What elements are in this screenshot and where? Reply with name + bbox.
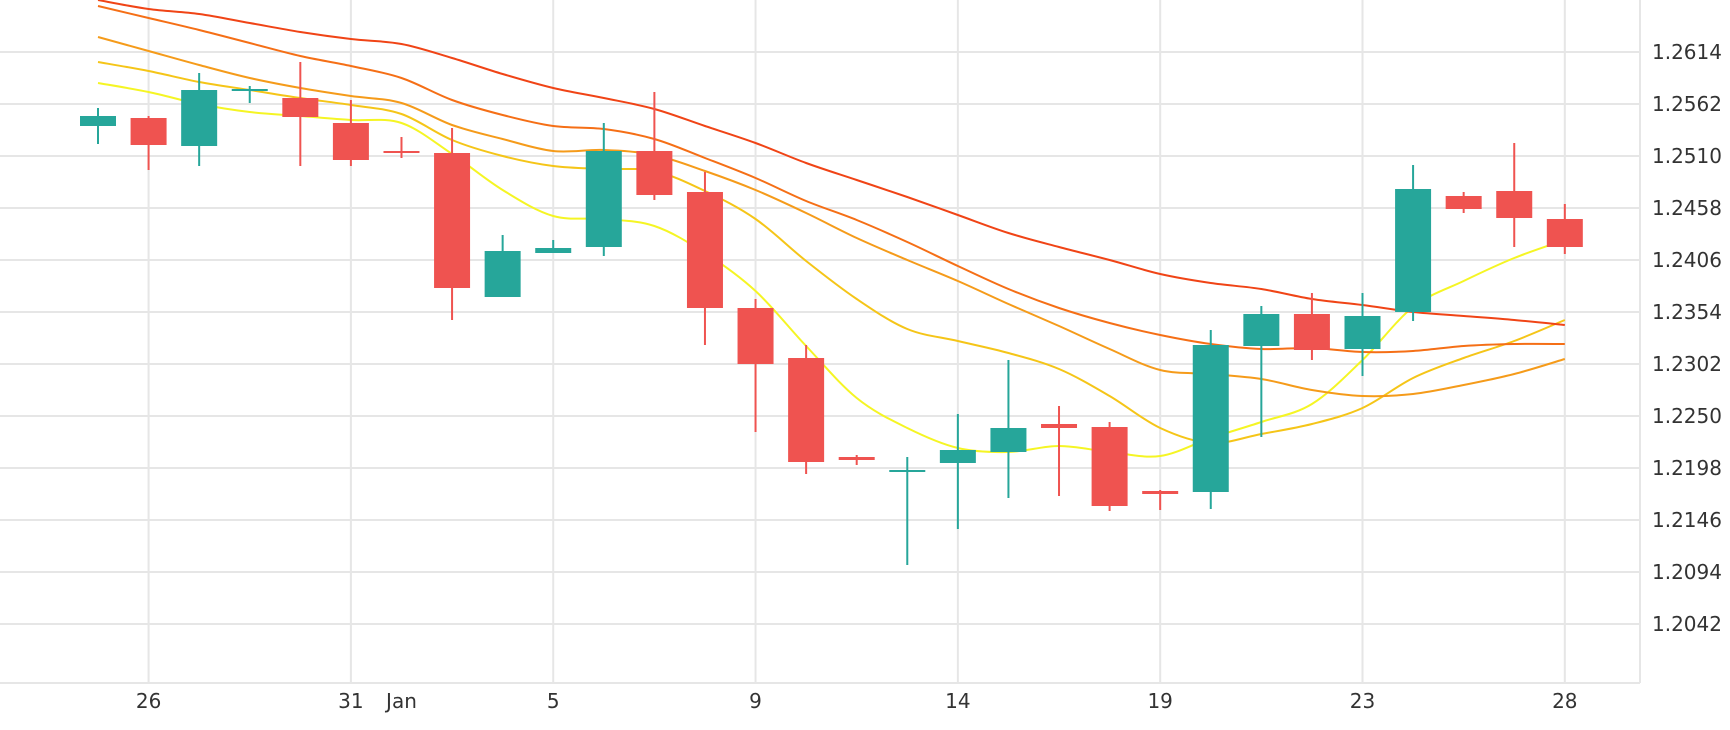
moving-average-line-4 — [97, 5, 1565, 354]
candle — [1192, 330, 1229, 509]
x-tick-label: 19 — [1147, 689, 1172, 713]
candle — [686, 172, 723, 345]
y-tick-label: 1.2042 — [1652, 612, 1722, 636]
x-tick-label: 23 — [1350, 689, 1375, 713]
y-tick-label: 1.2250 — [1652, 404, 1722, 428]
y-tick-label: 1.2354 — [1652, 300, 1722, 324]
x-tick-label: 14 — [945, 689, 970, 713]
moving-average-line-3 — [97, 36, 1566, 398]
candle-body — [737, 308, 774, 364]
y-tick-label: 1.2302 — [1652, 352, 1722, 376]
candle-body — [434, 153, 471, 288]
candle — [788, 345, 825, 474]
candle-body — [939, 450, 976, 463]
candle-body — [1243, 314, 1280, 346]
candle — [1041, 406, 1078, 496]
candle — [585, 123, 622, 256]
candle — [737, 299, 774, 432]
candle-body — [1041, 424, 1078, 428]
y-tick-label: 1.2458 — [1652, 196, 1722, 220]
candle-body — [484, 251, 521, 297]
candle-body — [80, 116, 116, 126]
candle — [838, 455, 875, 465]
candle-body — [332, 123, 369, 160]
candle-body — [788, 358, 825, 462]
candle — [332, 100, 369, 166]
x-tick-label: 31 — [338, 689, 363, 713]
candle-body — [838, 457, 875, 460]
candle — [1445, 192, 1482, 213]
candle — [1496, 143, 1533, 247]
x-tick-label: Jan — [384, 689, 417, 713]
candle — [889, 457, 926, 565]
candle — [1091, 422, 1128, 511]
candle — [535, 240, 572, 253]
candle-body — [1395, 189, 1432, 312]
candle-body — [383, 151, 420, 153]
candle — [1546, 204, 1583, 254]
candle-body — [1445, 196, 1482, 209]
candle — [434, 128, 471, 320]
candle — [181, 73, 218, 166]
candles-layer — [80, 62, 1583, 565]
candle-body — [636, 151, 673, 195]
y-tick-label: 1.2562 — [1652, 92, 1722, 116]
moving-average-line-2 — [97, 61, 1566, 445]
candle — [231, 86, 268, 103]
candle-body — [686, 192, 723, 308]
candle — [1344, 293, 1381, 376]
candle-body — [282, 98, 319, 117]
moving-average-layer — [97, 0, 1566, 458]
candle — [282, 62, 319, 166]
x-tick-label: 26 — [136, 689, 161, 713]
y-tick-label: 1.2510 — [1652, 144, 1722, 168]
candle-body — [889, 470, 926, 472]
moving-average-line-5 — [97, 0, 1565, 326]
candle-body — [990, 428, 1027, 452]
candle-body — [1344, 316, 1381, 349]
candle — [80, 108, 116, 144]
x-tick-label: 5 — [547, 689, 560, 713]
candle-body — [1496, 191, 1533, 218]
candle — [1142, 490, 1179, 510]
candle — [484, 235, 521, 297]
y-tick-label: 1.2198 — [1652, 456, 1722, 480]
candle — [990, 360, 1027, 498]
candle — [1395, 165, 1432, 321]
candle-body — [1293, 314, 1330, 350]
y-tick-label: 1.2406 — [1652, 248, 1722, 272]
candle — [636, 92, 673, 200]
candle — [1243, 306, 1280, 437]
candle — [939, 414, 976, 529]
candle — [1293, 293, 1330, 360]
x-tick-label: 9 — [749, 689, 762, 713]
candle-body — [585, 151, 622, 247]
candle-body — [130, 118, 167, 145]
candle-body — [1091, 427, 1128, 506]
candle-body — [181, 90, 218, 146]
candle-body — [1546, 219, 1583, 247]
candle-body — [535, 248, 572, 253]
axis-layer: 1.2042 1.2094 1.2146 1.2198 1.2250 1.2302 1.23… — [0, 0, 1722, 713]
y-tick-label: 1.2614 — [1652, 40, 1722, 64]
grid-layer — [0, 0, 1640, 683]
x-tick-label: 28 — [1552, 689, 1577, 713]
candle-body — [1192, 345, 1229, 492]
candle — [130, 116, 167, 170]
y-tick-label: 1.2094 — [1652, 560, 1722, 584]
candle-body — [231, 89, 268, 91]
candle — [383, 137, 420, 158]
y-tick-label: 1.2146 — [1652, 508, 1722, 532]
moving-average-line-1 — [97, 82, 1566, 458]
candle-body — [1142, 491, 1179, 494]
